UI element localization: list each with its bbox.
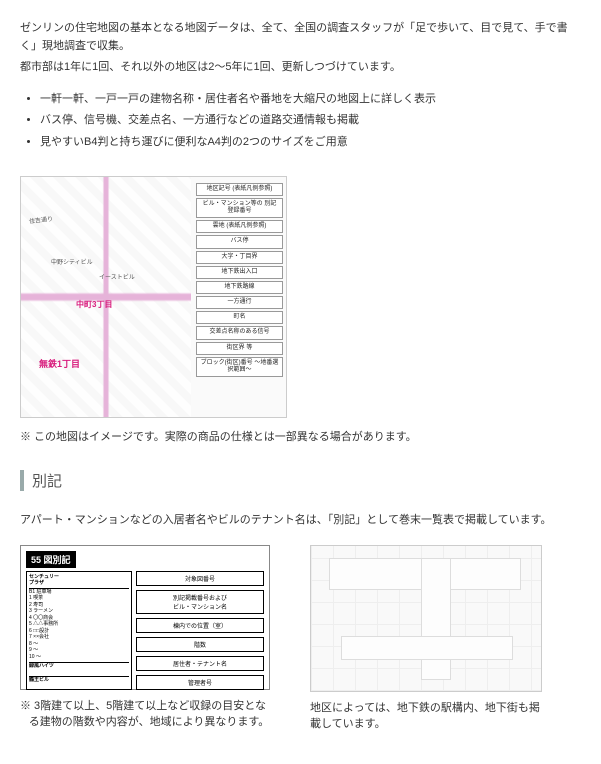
bekki-tag: 階数 [136, 637, 264, 652]
legend-item: 雲地 (表紙凡例参照) [196, 220, 283, 233]
street-label: 住吉通り [29, 213, 54, 224]
bekki-caption: ※ 3階建て以上、5階建て以上など収録の目安となる建物の階数や内容が、地域により… [20, 698, 270, 731]
district-label: 無鉄1丁目 [39, 357, 80, 370]
bekki-low-building: 鶴王ビル [29, 676, 129, 684]
legend-item: ビル・マンション等の 別記登録番号 [196, 198, 283, 218]
intro-line-2: 都市部は1年に1回、それ以外の地区は2〜5年に1回、更新しつづけています。 [20, 59, 581, 77]
sample-map-image: 住吉通り 中野シティビル イーストビル 中町3丁目 無鉄1丁目 地区記号 (表紙… [20, 176, 287, 418]
bekki-description: アパート・マンションなどの入居者名やビルのテナント名は、「別記」として巻末一覧表… [20, 511, 581, 527]
feature-item: バス停、信号機、交差点名、一方通行などの道路交通情報も掲載 [40, 112, 581, 130]
bekki-tag: 棟内での位置（室） [136, 618, 264, 633]
feature-list: 一軒一軒、一戸一戸の建物名称・居住者名や番地を大縮尺の地図上に詳しく表示 バス停… [20, 91, 581, 152]
bekki-building-name: センチュリー プラザ [29, 574, 129, 589]
bekki-header-badge: 55 図別記 [26, 551, 76, 568]
bekki-tag: 居住者・テナント名 [136, 656, 264, 671]
feature-item: 一軒一軒、一戸一戸の建物名称・居住者名や番地を大縮尺の地図上に詳しく表示 [40, 91, 581, 109]
underground-column: 地区によっては、地下鉄の駅構内、地下街も掲載しています。 [310, 545, 540, 744]
legend-item: 街区界 等 [196, 342, 283, 355]
bekki-heading: 別記 [20, 470, 581, 491]
legend-item: 町名 [196, 311, 283, 324]
bekki-tag: 対象図番号 [136, 571, 264, 586]
legend-item: 地区記号 (表紙凡例参照) [196, 183, 283, 196]
legend-item: 交差点名称のある信号 [196, 326, 283, 339]
legend-item: 一方通行 [196, 296, 283, 309]
building-label: イーストビル [99, 272, 135, 281]
map-legend-column: 地区記号 (表紙凡例参照) ビル・マンション等の 別記登録番号 雲地 (表紙凡例… [196, 183, 283, 378]
legend-item: ブロック(街区)番号 〜地番選択範囲〜 [196, 357, 283, 377]
map-caption: ※ この地図はイメージです。実際の商品の仕様とは一部異なる場合があります。 [20, 428, 581, 444]
sample-map-figure: 住吉通り 中野シティビル イーストビル 中町3丁目 無鉄1丁目 地区記号 (表紙… [20, 176, 581, 418]
bekki-tag-column: 対象図番号 別記掲載番号および ビル・マンション名 棟内での位置（室） 階数 居… [136, 571, 264, 690]
underground-map-image [310, 545, 542, 692]
legend-item: 大字・丁目界 [196, 251, 283, 264]
underground-caption: 地区によっては、地下鉄の駅構内、地下街も掲載しています。 [310, 700, 540, 733]
bekki-sample-image: 55 図別記 センチュリー プラザ B1 駐車場 1 喫茶 2 寿司 3 ラーメ… [20, 545, 270, 690]
bekki-left-column: 55 図別記 センチュリー プラザ B1 駐車場 1 喫茶 2 寿司 3 ラーメ… [20, 545, 270, 742]
legend-item: 地下鉄路線 [196, 281, 283, 294]
legend-item: バス停 [196, 235, 283, 248]
legend-item: 地下鉄出入口 [196, 266, 283, 279]
building-label: 中野シティビル [51, 257, 93, 266]
bekki-building-block: センチュリー プラザ B1 駐車場 1 喫茶 2 寿司 3 ラーメン 4 〇〇商… [26, 571, 132, 690]
district-label: 中町3丁目 [76, 299, 112, 310]
bekki-mid-building: 緑風ハイツ [29, 662, 129, 670]
intro-block: ゼンリンの住宅地図の基本となる地図データは、全て、全国の調査スタッフが「足で歩い… [20, 20, 581, 77]
feature-item: 見やすいB4判と持ち運びに便利なA4判の2つのサイズをご用意 [40, 134, 581, 152]
intro-line-1: ゼンリンの住宅地図の基本となる地図データは、全て、全国の調査スタッフが「足で歩い… [20, 20, 581, 55]
bekki-tag: 管理者号 [136, 675, 264, 690]
bekki-two-column: 55 図別記 センチュリー プラザ B1 駐車場 1 喫茶 2 寿司 3 ラーメ… [20, 545, 581, 744]
bekki-tenant-rows: B1 駐車場 1 喫茶 2 寿司 3 ラーメン 4 〇〇商会 5 △△事務所 6… [29, 589, 129, 661]
bekki-tag: 別記掲載番号および ビル・マンション名 [136, 590, 264, 614]
